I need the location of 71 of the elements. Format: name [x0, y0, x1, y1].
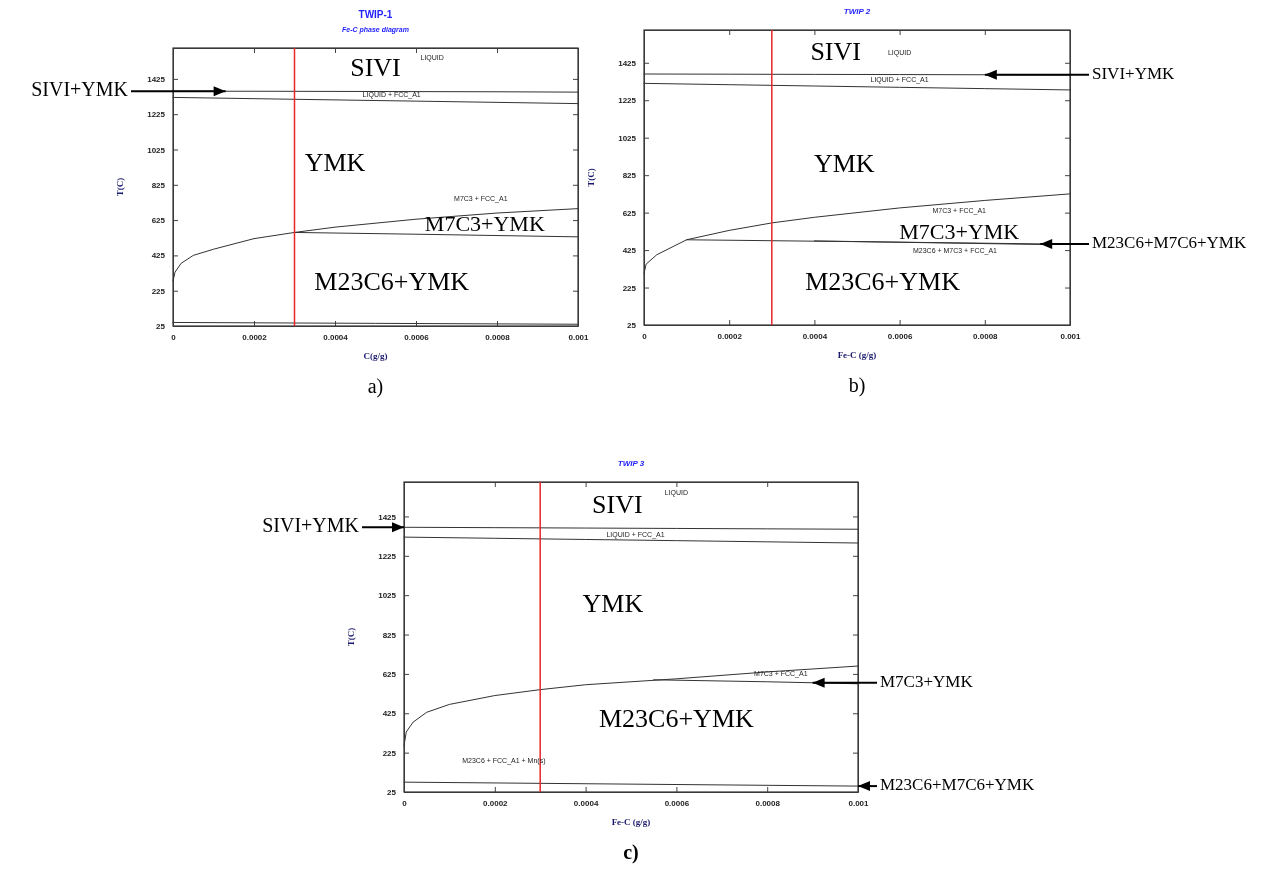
- y-tick-label: 1425: [147, 74, 166, 84]
- y-tick-label: 1425: [618, 58, 637, 68]
- annotation: SIVI: [350, 53, 401, 83]
- text: c): [623, 840, 639, 864]
- y-tick-label: 1225: [618, 96, 637, 106]
- annotation: M23C6+M7C6+YMK: [1092, 232, 1247, 252]
- x-tick-label: 0.0002: [242, 332, 268, 342]
- annotation: M7C3+YMK: [880, 671, 974, 691]
- y-tick-label: 225: [382, 748, 397, 758]
- annotation: YMK: [304, 147, 366, 177]
- chart-title: TWIP 3: [617, 459, 645, 468]
- annotation: SIVI+YMK: [31, 77, 129, 100]
- x-tick-label: 0.0002: [483, 798, 509, 808]
- annotation: M7C3+YMK: [424, 210, 545, 236]
- annotation: M23C6+YMK: [599, 703, 755, 733]
- annotation: YMK: [813, 148, 875, 178]
- text: b): [848, 373, 866, 397]
- x-axis-title: Fe-C (g/g): [837, 350, 877, 360]
- x-tick-label: 0: [642, 331, 648, 341]
- y-tick-label: 825: [622, 171, 637, 181]
- x-tick-label: 0.001: [848, 798, 870, 808]
- x-tick-label: 0.001: [568, 332, 590, 342]
- y-tick-label: 225: [151, 286, 166, 296]
- annotation: M7C3+YMK: [899, 218, 1020, 244]
- y-axis-title: T(C): [586, 168, 596, 187]
- y-tick-label: 425: [622, 246, 637, 256]
- y-tick-label: 825: [151, 180, 166, 190]
- x-axis-title: C(g/g): [363, 351, 388, 361]
- annotation: M23C6+YMK: [805, 266, 961, 296]
- y-tick-label: 425: [382, 709, 397, 719]
- x-tick-label: 0.0004: [323, 332, 349, 342]
- y-axis-title: T(C): [115, 177, 125, 197]
- y-axis-title: T(C): [346, 627, 356, 647]
- x-tick-label: 0.0004: [802, 331, 828, 341]
- y-tick-label: 25: [627, 321, 637, 331]
- y-tick-label: 225: [622, 283, 637, 293]
- x-tick-label: 0.0006: [404, 332, 430, 342]
- annotation: M23C6+YMK: [314, 267, 470, 297]
- x-tick-label: 0: [171, 332, 177, 342]
- x-tick-label: 0.0008: [755, 798, 781, 808]
- x-tick-label: 0.0002: [717, 331, 743, 341]
- annotation: SIVI+YMK: [1092, 63, 1176, 83]
- y-tick-label: 1225: [147, 110, 166, 120]
- annotation: SIVI+YMK: [262, 513, 360, 536]
- x-tick-label: 0.0006: [887, 331, 913, 341]
- y-tick-label: 1025: [618, 133, 637, 143]
- y-tick-label: 1225: [378, 551, 397, 561]
- y-tick-label: 425: [151, 251, 166, 261]
- y-tick-label: 25: [387, 788, 397, 798]
- annotation: SIVI: [810, 36, 861, 66]
- x-tick-label: 0.001: [1060, 331, 1082, 341]
- x-tick-label: 0: [402, 798, 408, 808]
- x-tick-label: 0.0004: [573, 798, 599, 808]
- y-tick-label: 825: [382, 630, 397, 640]
- annotation: M23C6+M7C6+YMK: [880, 775, 1035, 794]
- chart-title: TWIP-1: [358, 9, 393, 20]
- y-tick-label: 625: [151, 216, 166, 226]
- x-axis-title: Fe-C (g/g): [611, 817, 651, 827]
- y-tick-label: 25: [156, 322, 166, 332]
- y-tick-label: 625: [382, 669, 397, 679]
- chart-title: TWIP 2: [843, 7, 871, 16]
- y-tick-label: 1025: [147, 145, 166, 155]
- y-tick-label: 1025: [378, 591, 397, 601]
- annotation: SIVI: [592, 489, 643, 519]
- x-tick-label: 0.0006: [664, 798, 690, 808]
- y-tick-label: 1425: [378, 512, 397, 522]
- x-tick-label: 0.0008: [973, 331, 999, 341]
- y-tick-label: 625: [622, 208, 637, 218]
- text: a): [367, 374, 384, 398]
- annotation: YMK: [582, 588, 644, 618]
- x-tick-label: 0.0008: [485, 332, 511, 342]
